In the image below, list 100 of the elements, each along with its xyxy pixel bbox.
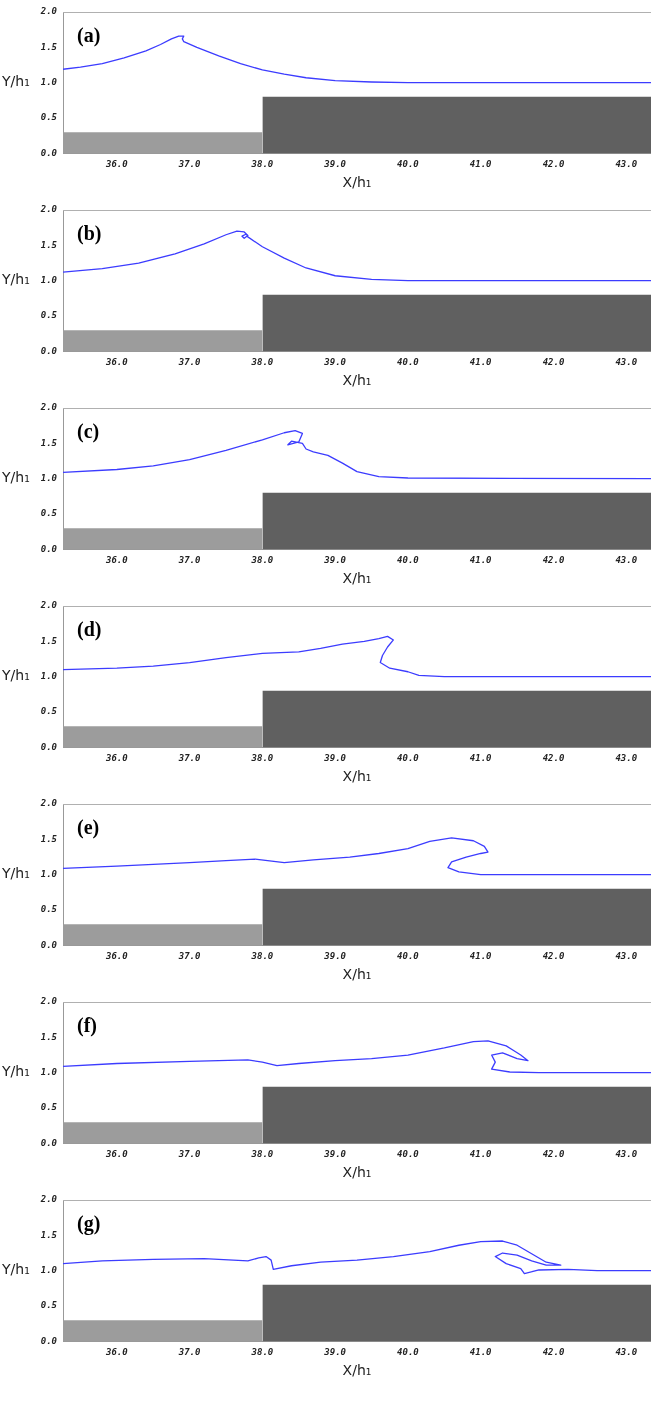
y-tick-label: 2.0 [39, 6, 58, 17]
x-tick-label: 36.0 [105, 159, 129, 170]
x-tick-label: 39.0 [323, 159, 347, 170]
x-tick-label: 40.0 [397, 753, 420, 764]
y-tick-label: 1.0 [40, 275, 58, 286]
y-tick-label: 0.5 [40, 1102, 58, 1113]
y-tick-label: 0.5 [40, 112, 58, 123]
y-tick-label: 2.0 [39, 996, 58, 1007]
x-tick-label: 43.0 [615, 357, 638, 368]
y-tick-label: 0.5 [40, 1300, 58, 1311]
y-tick-label: 0.0 [40, 741, 58, 752]
x-tick-label: 38.0 [250, 159, 274, 170]
x-tick-label: 37.0 [177, 1149, 202, 1160]
x-tick-label: 41.0 [469, 555, 493, 566]
text: (d) [77, 618, 102, 641]
y-tick-label: 0.5 [40, 310, 58, 321]
x-tick-label: 43.0 [615, 1347, 638, 1358]
y-tick-label: 1.0 [40, 1067, 58, 1078]
x-tick-label: 40.0 [397, 159, 420, 170]
x-tick-label: 39.0 [323, 951, 347, 962]
y-tick-label: 1.0 [40, 473, 58, 484]
y-tick-label: 2.0 [39, 402, 58, 413]
x-tick-label: 42.0 [542, 555, 565, 566]
x-tick-label: 42.0 [542, 159, 565, 170]
y-tick-label: 0.5 [40, 706, 58, 717]
x-tick-label: 36.0 [105, 753, 129, 764]
x-axis-title: X/h₁ [342, 768, 372, 785]
x-tick-label: 43.0 [615, 1149, 638, 1160]
x-axis-title: X/h₁ [342, 174, 372, 191]
text: (e) [77, 816, 100, 839]
x-axis-title: X/h₁ [342, 966, 372, 983]
x-tick-label: 40.0 [397, 357, 420, 368]
x-tick-label: 41.0 [469, 753, 493, 764]
y-axis-title: Y/h₁ [1, 469, 30, 486]
y-tick-label: 1.0 [40, 77, 58, 88]
x-tick-label: 39.0 [323, 357, 347, 368]
y-tick-label: 1.5 [40, 1229, 58, 1240]
x-tick-label: 43.0 [615, 555, 638, 566]
x-tick-label: 39.0 [323, 1149, 347, 1160]
y-tick-label: 0.0 [40, 543, 58, 554]
y-tick-label: 2.0 [39, 204, 58, 215]
x-tick-label: 42.0 [542, 357, 565, 368]
x-tick-label: 43.0 [615, 951, 638, 962]
text: (f) [77, 1014, 97, 1037]
x-axis-title: X/h₁ [342, 570, 372, 587]
x-tick-label: 38.0 [250, 357, 274, 368]
y-tick-label: 0.5 [40, 508, 58, 519]
y-axis-title: Y/h₁ [1, 1063, 30, 1080]
x-axis-title: X/h₁ [342, 372, 372, 389]
y-tick-label: 2.0 [39, 1194, 58, 1205]
x-tick-label: 40.0 [397, 951, 420, 962]
y-tick-label: 1.0 [40, 671, 58, 682]
y-tick-label: 1.0 [40, 869, 58, 880]
y-tick-label: 0.5 [40, 904, 58, 915]
y-axis-title: Y/h₁ [1, 865, 30, 882]
x-tick-label: 43.0 [615, 753, 638, 764]
x-tick-label: 41.0 [469, 357, 493, 368]
x-tick-label: 36.0 [105, 1347, 129, 1358]
y-tick-label: 0.0 [40, 1137, 58, 1148]
y-tick-label: 0.0 [40, 147, 58, 158]
y-tick-label: 1.5 [40, 239, 58, 250]
y-tick-label: 0.0 [40, 1335, 58, 1346]
x-tick-label: 39.0 [323, 555, 347, 566]
x-tick-label: 37.0 [177, 951, 202, 962]
y-tick-label: 1.0 [40, 1265, 58, 1276]
x-tick-label: 39.0 [323, 1347, 347, 1358]
x-tick-label: 37.0 [177, 555, 202, 566]
x-tick-label: 41.0 [469, 159, 493, 170]
x-tick-label: 42.0 [542, 951, 565, 962]
x-tick-label: 38.0 [250, 1347, 274, 1358]
x-tick-label: 42.0 [542, 1149, 565, 1160]
x-tick-label: 40.0 [397, 555, 420, 566]
x-tick-label: 37.0 [177, 1347, 202, 1358]
x-tick-label: 36.0 [105, 951, 129, 962]
x-tick-label: 41.0 [469, 951, 493, 962]
y-axis-title: Y/h₁ [1, 271, 30, 288]
y-tick-label: 1.5 [40, 635, 58, 646]
x-tick-label: 42.0 [542, 1347, 565, 1358]
x-tick-label: 38.0 [250, 951, 274, 962]
x-tick-label: 36.0 [105, 1149, 129, 1160]
x-tick-label: 43.0 [615, 159, 638, 170]
x-axis-title: X/h₁ [342, 1164, 372, 1181]
x-tick-label: 40.0 [397, 1347, 420, 1358]
y-tick-label: 0.0 [40, 939, 58, 950]
x-tick-label: 36.0 [105, 357, 129, 368]
x-tick-label: 36.0 [105, 555, 129, 566]
x-tick-label: 41.0 [469, 1149, 493, 1160]
x-tick-label: 37.0 [177, 159, 202, 170]
text: (b) [77, 222, 102, 245]
x-tick-label: 38.0 [250, 753, 274, 764]
y-tick-label: 1.5 [40, 437, 58, 448]
y-tick-label: 1.5 [40, 833, 58, 844]
y-tick-label: 1.5 [40, 1031, 58, 1042]
x-tick-label: 37.0 [177, 357, 202, 368]
text: (c) [77, 420, 100, 443]
text: (a) [77, 24, 101, 47]
x-tick-label: 42.0 [542, 753, 565, 764]
x-tick-label: 40.0 [397, 1149, 420, 1160]
y-tick-label: 0.0 [40, 345, 58, 356]
text: (g) [77, 1212, 101, 1235]
